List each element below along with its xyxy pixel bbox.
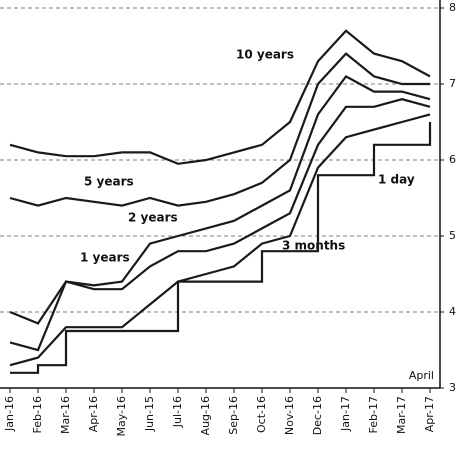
x-tick-label: Nov-16 — [283, 396, 296, 435]
x-tick-label: Jan-16 — [3, 396, 16, 432]
x-tick-label: Mar-16 — [59, 396, 72, 434]
y-tick-label: 3 — [449, 381, 456, 394]
annotation: April — [409, 369, 434, 382]
x-tick-label: Dec-16 — [311, 396, 324, 435]
series-line — [9, 74, 431, 325]
x-tick-label: Jan-17 — [339, 396, 352, 432]
series-label: 3 months — [282, 239, 345, 253]
y-tick-label: 6 — [449, 153, 456, 166]
y-tick-label: 7 — [449, 77, 456, 90]
series-line — [9, 113, 431, 367]
series-label: 10 years — [236, 48, 294, 62]
x-tick-label: Apr-17 — [423, 396, 436, 432]
x-tick-label: Jul-16 — [171, 396, 184, 428]
x-tick-label: Apr-16 — [87, 396, 100, 432]
x-tick-label: Mar-17 — [395, 396, 408, 434]
x-tick-label: May-16 — [115, 396, 128, 437]
series-line — [9, 98, 431, 352]
x-tick-label: Aug-16 — [199, 396, 212, 435]
series-label: 1 day — [378, 173, 415, 187]
x-tick-label: Feb-16 — [31, 396, 44, 433]
x-tick-label: Feb-17 — [367, 396, 380, 433]
series-line — [9, 29, 431, 165]
x-tick-label: Oct-16 — [255, 396, 268, 433]
y-tick-label: 5 — [449, 229, 456, 242]
x-tick-label: Sep-16 — [227, 396, 240, 435]
series-line — [10, 122, 432, 374]
series-label: 5 years — [84, 175, 134, 189]
y-tick-label: 8 — [449, 1, 456, 14]
series-label: 2 years — [128, 211, 178, 225]
y-tick-label: 4 — [449, 305, 456, 318]
series-line — [9, 52, 430, 207]
x-tick-label: Jun-15 — [143, 396, 156, 432]
series-label: 1 years — [80, 251, 130, 265]
